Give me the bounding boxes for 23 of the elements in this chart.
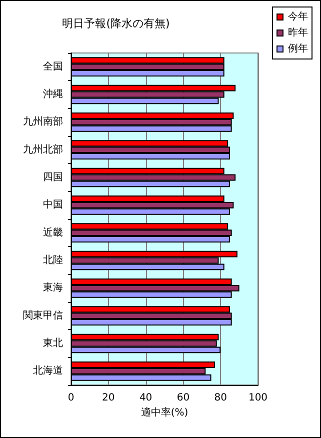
y-tick-label: 四国 [43,172,63,183]
y-tick-label: 東北 [43,337,63,349]
x-tick-label: 60 [176,392,190,404]
x-tick-label: 80 [214,392,227,404]
x-tick-label: 40 [139,392,152,404]
x-axis-title: 適中率(%) [140,406,188,418]
y-tick-label: 全国 [43,60,63,72]
y-tick-label: 東海 [43,282,63,294]
y-tick-label: 中国 [43,198,63,211]
y-tick-label: 九州南部 [23,116,63,128]
chart-title: 明日予報(降水の有無) [62,17,170,30]
x-tick-label: 0 [68,392,74,404]
legend-label: 例年 [288,42,308,54]
y-tick-label: 北陸 [43,254,63,266]
y-tick-label: 関東甲信 [23,309,63,322]
y-tick-label: 沖縄 [43,88,63,100]
y-tick-label: 九州北部 [23,143,63,156]
x-tick-label: 100 [248,392,268,404]
legend-label: 今年 [288,10,308,22]
x-tick-label: 20 [102,392,115,404]
y-tick-label: 近畿 [43,226,63,238]
y-tick-label: 北海道 [33,364,63,377]
legend-label: 昨年 [288,26,308,38]
